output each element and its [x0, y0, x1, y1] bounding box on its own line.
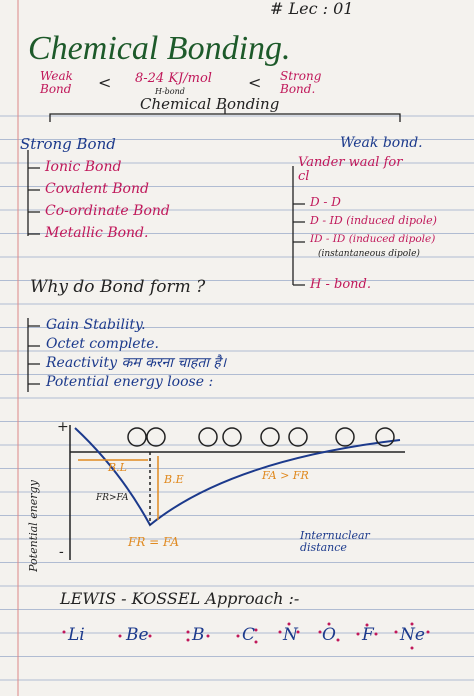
y-label: Potential energy — [26, 480, 40, 572]
title: Chemical Bonding. — [28, 30, 291, 67]
question: Why do Bond form ? — [30, 277, 206, 297]
bond-length: B.L — [108, 461, 127, 474]
element: Li — [68, 625, 85, 645]
element: C — [242, 625, 256, 645]
right-force: FA > FR — [262, 469, 309, 482]
weak-note: (instantaneous dipole) — [318, 249, 420, 259]
answer: Reactivity कम करना चाहता है। — [46, 355, 227, 371]
element: F — [362, 625, 374, 645]
h-bond-note: H-bond — [155, 87, 185, 96]
answer: Gain Stability. — [46, 317, 146, 333]
weak-bond: Weak Bond — [40, 69, 73, 97]
lecture: # Lec : 01 — [270, 0, 354, 18]
weak-item: D - ID (induced dipole) — [310, 214, 437, 227]
lewis-heading: LEWIS - KOSSEL Approach :- — [60, 589, 300, 608]
element: O — [322, 625, 336, 645]
element: Be — [126, 625, 149, 645]
strong-item: Ionic Bond — [45, 159, 122, 175]
left-force: FR>FA — [96, 493, 129, 503]
strong-bond: Strong Bond. — [280, 69, 322, 97]
element: N — [283, 625, 298, 645]
energy: 8-24 KJ/mol — [135, 71, 212, 86]
less-than: < — [98, 73, 112, 92]
vander-waal: Vander waal for cl — [298, 155, 403, 185]
x-label: Internuclear distance — [300, 529, 370, 555]
min-force: FR = FA — [128, 535, 179, 549]
element: Ne — [400, 625, 425, 645]
less-than: < — [248, 73, 262, 92]
answer: Octet complete. — [46, 336, 159, 352]
weak-heading: Weak bond. — [340, 135, 423, 151]
strong-item: Covalent Bond — [45, 181, 149, 197]
answer: Potential energy loose : — [46, 374, 214, 390]
graph-plus: + — [57, 419, 69, 435]
weak-item: D - D — [310, 195, 341, 209]
strong-item: Metallic Bond. — [45, 225, 149, 241]
element: B — [192, 625, 205, 645]
weak-item: H - bond. — [310, 277, 371, 292]
subtitle: Chemical Bonding — [140, 95, 280, 113]
weak-item: ID - ID (induced dipole) — [310, 233, 436, 245]
strong-item: Co-ordinate Bond — [45, 203, 170, 219]
bond-energy: B.E — [164, 473, 184, 486]
graph-minus: - — [59, 544, 64, 560]
strong-heading: Strong Bond — [20, 135, 116, 153]
